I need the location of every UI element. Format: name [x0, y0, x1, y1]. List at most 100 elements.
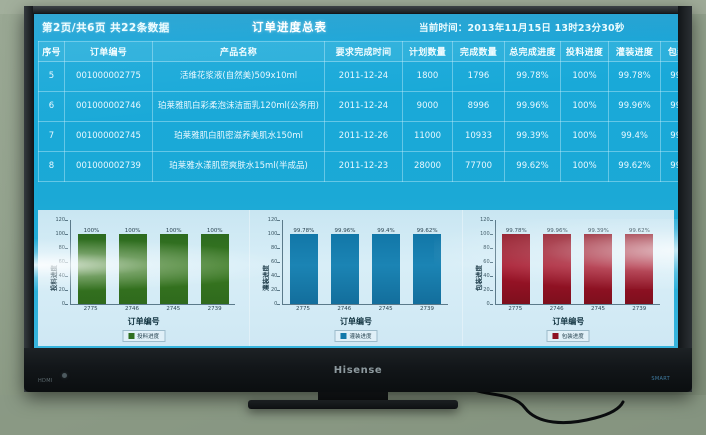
chart-yaxis: 0 20 40 60 80 100 120 [463, 214, 493, 310]
chart-xticks: 2775 2746 2745 2739 [70, 306, 235, 316]
cell-pack-progress: 99.96% [660, 91, 678, 122]
table-row[interactable]: 6 001000002746 珀莱雅肌白彩柔泡沫洁面乳120ml(公务用) 20… [38, 91, 678, 122]
chart-legend[interactable]: 包装进度 [546, 330, 590, 342]
legend-swatch-icon [340, 333, 347, 339]
bar-group[interactable]: 99.4% [372, 220, 400, 304]
legend-label: 包装进度 [561, 334, 584, 340]
bar-group[interactable]: 99.39% [584, 220, 613, 304]
bar[interactable] [502, 234, 531, 304]
bar-group[interactable]: 100% [159, 220, 188, 304]
tv-bezel-top [24, 6, 692, 13]
y-tick-mark [65, 262, 68, 263]
bar-group[interactable]: 99.78% [502, 220, 531, 304]
current-time: 当前时间：2013年11月15日 13时23分30秒 [419, 23, 625, 34]
cell-total-progress: 99.62% [504, 151, 561, 182]
y-tick-mark [65, 290, 68, 291]
col-pack-progress: 包装进度 [660, 41, 678, 62]
bar[interactable] [330, 234, 359, 304]
y-tick-label: 100 [267, 231, 278, 237]
bar[interactable] [118, 234, 147, 304]
cell-order-no: 001000002745 [64, 121, 153, 152]
bar[interactable] [77, 234, 106, 304]
y-tick-mark [277, 234, 281, 235]
y-tick-mark [489, 304, 493, 305]
bar[interactable] [413, 234, 442, 304]
bar-group[interactable]: 99.62% [625, 220, 654, 304]
feeding-progress-chart[interactable]: 投料进度 0 20 40 60 80 100 120 100% 100% 100% 100% 27… [38, 210, 249, 346]
bar-group[interactable]: 99.78% [289, 220, 318, 304]
y-tick-label: 100 [480, 231, 490, 237]
tv-screen: 第2页/共6页 共22条数据 订单进度总表 当前时间：2013年11月15日 1… [34, 14, 678, 348]
power-cable [458, 378, 625, 425]
order-progress-table: 序号 订单编号 产品名称 要求完成时间 计划数量 完成数量 总完成进度 投料进度… [38, 41, 678, 182]
charts-panel: 投料进度 0 20 40 60 80 100 120 100% 100% 100% 100% 27… [38, 210, 674, 346]
x-tick-label: 2739 [419, 306, 434, 312]
y-tick-mark [489, 290, 493, 291]
table-row[interactable]: 8 001000002739 珀莱雅水漾肌密爽肤水15ml(半成品) 2011-… [38, 151, 678, 182]
chart-xlabel: 订单编号 [127, 317, 160, 326]
cell-index: 5 [38, 61, 65, 92]
tv-bezel-bottom: Hisense HDMI SMART [24, 348, 692, 392]
bar-group[interactable]: 99.96% [330, 220, 359, 304]
hdmi-badge: HDMI [38, 378, 53, 384]
col-total-progress: 总完成进度 [504, 41, 561, 62]
bar[interactable] [372, 234, 400, 304]
y-tick-label: 120 [480, 217, 490, 223]
bar-value-label: 99.96% [546, 228, 568, 235]
cell-index: 6 [38, 91, 65, 122]
cell-plan-qty: 28000 [402, 151, 453, 182]
chart-legend[interactable]: 灌装进度 [334, 330, 378, 342]
cell-index: 7 [38, 121, 65, 152]
bar-group[interactable]: 99.62% [413, 220, 442, 304]
television: 第2页/共6页 共22条数据 订单进度总表 当前时间：2013年11月15日 1… [24, 6, 692, 392]
bar-value-label: 100% [124, 228, 141, 234]
order-progress-dashboard: 第2页/共6页 共22条数据 订单进度总表 当前时间：2013年11月15日 1… [34, 14, 678, 348]
bar-group[interactable]: 100% [118, 220, 147, 304]
table-row[interactable]: 7 001000002745 珀莱雅肌白肌密滋养美肌水150ml 2011-12… [38, 121, 678, 152]
bar-group[interactable]: 100% [77, 220, 106, 304]
x-tick-label: 2775 [295, 306, 310, 312]
y-tick-mark [65, 304, 68, 305]
table-row[interactable]: 5 001000002775 活维花浆液(自然美)509x10ml 2011-1… [38, 61, 678, 92]
bar[interactable] [200, 234, 229, 304]
tv-bezel-right [678, 6, 692, 392]
x-tick-label: 2745 [590, 306, 605, 312]
x-tick-label: 2745 [166, 306, 181, 312]
chart-legend[interactable]: 投料进度 [122, 330, 166, 342]
tv-stand-neck [318, 390, 388, 402]
chart-yaxis: 0 20 40 60 80 100 120 [250, 214, 281, 310]
bar-value-label: 99.39% [587, 228, 609, 235]
y-tick-mark [65, 220, 68, 221]
dashboard-header: 第2页/共6页 共22条数据 订单进度总表 当前时间：2013年11月15日 1… [34, 14, 678, 40]
chart-yaxis: 0 20 40 60 80 100 120 [38, 214, 68, 310]
tv-stand-base [248, 400, 458, 409]
cell-pack-progress: 99.78% [660, 61, 678, 92]
bar[interactable] [584, 234, 613, 304]
packing-progress-chart[interactable]: 包装进度 0 20 40 60 80 100 120 99.78% 99.96% 99.39% 9… [461, 210, 674, 346]
chart-xlabel: 订单编号 [552, 317, 585, 326]
bar-group[interactable]: 100% [200, 220, 229, 304]
y-tick-mark [65, 276, 68, 277]
bar[interactable] [289, 234, 318, 304]
bar-value-label: 99.62% [416, 228, 438, 235]
bar[interactable] [159, 234, 188, 304]
power-led-icon [62, 373, 67, 378]
filling-progress-chart[interactable]: 灌装进度 0 20 40 60 80 100 120 99.78% 99.96% 99.4% 99… [249, 210, 461, 346]
cell-due-date: 2011-12-24 [324, 61, 403, 92]
cell-due-date: 2011-12-26 [324, 121, 403, 152]
col-order-no: 订单编号 [64, 41, 153, 62]
bar[interactable] [625, 234, 654, 304]
y-tick-label: 0 [274, 301, 278, 307]
y-tick-mark [489, 248, 493, 249]
chart-bars: 99.78% 99.96% 99.39% 99.62% [496, 220, 660, 304]
col-due-date: 要求完成时间 [324, 41, 403, 62]
col-plan-qty: 计划数量 [402, 41, 453, 62]
y-tick-mark [489, 276, 493, 277]
y-tick-label: 0 [61, 301, 65, 307]
bar-group[interactable]: 99.96% [543, 220, 572, 304]
chart-xlabel: 订单编号 [339, 317, 372, 326]
bar[interactable] [543, 234, 572, 304]
bar-value-label: 100% [206, 228, 223, 234]
cell-plan-qty: 11000 [402, 121, 453, 152]
cell-order-no: 001000002775 [64, 61, 153, 92]
